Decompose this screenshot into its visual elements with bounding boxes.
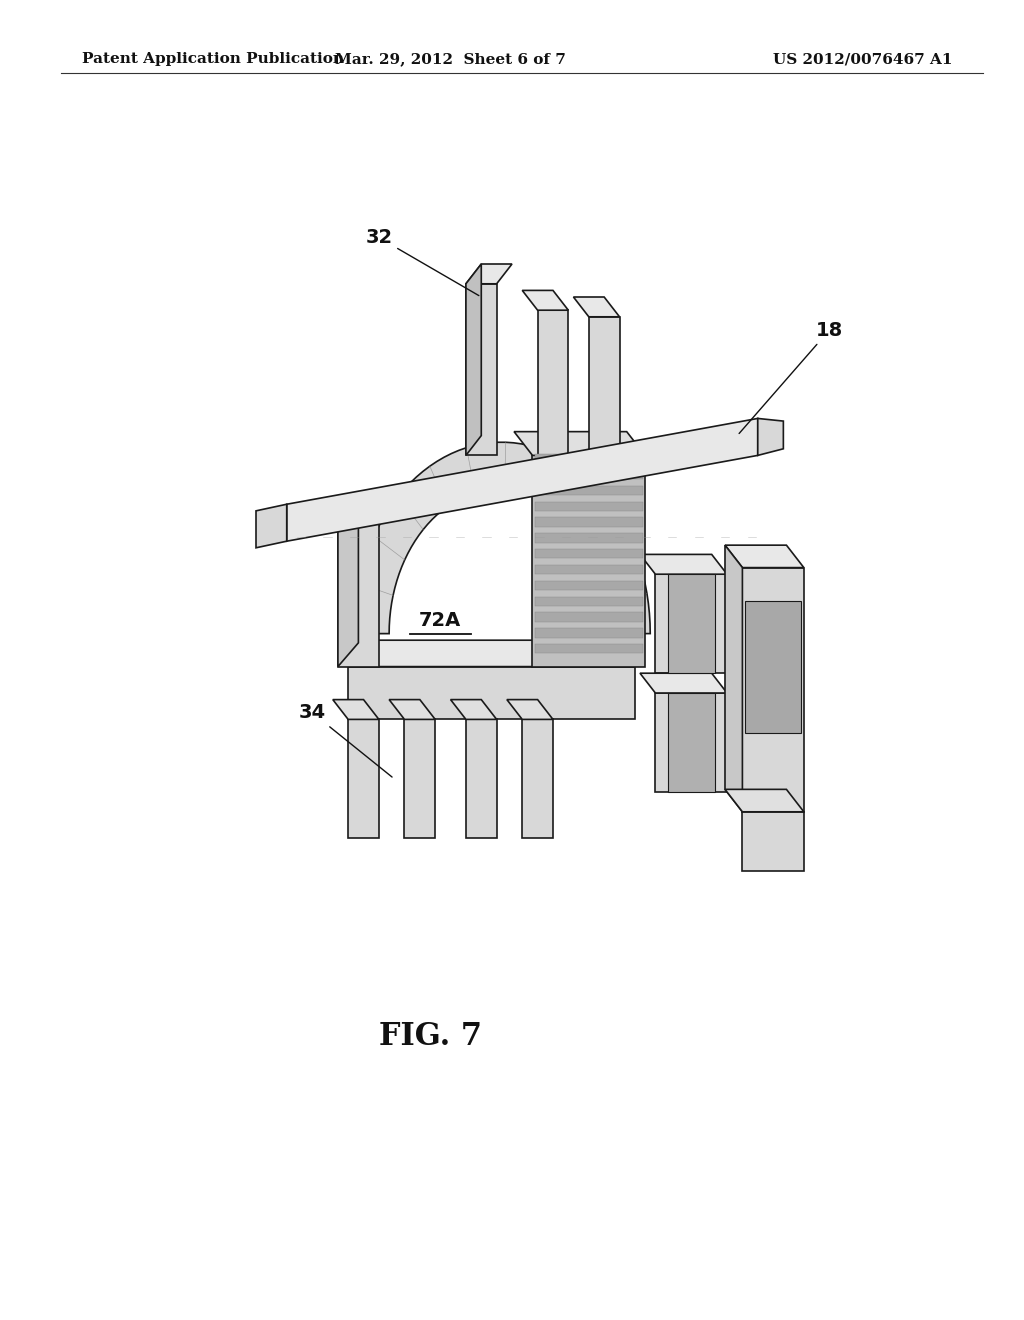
Text: US 2012/0076467 A1: US 2012/0076467 A1 — [773, 53, 952, 66]
Polygon shape — [535, 454, 643, 463]
Polygon shape — [535, 533, 643, 543]
Polygon shape — [338, 521, 379, 667]
Polygon shape — [333, 700, 379, 719]
Text: 34: 34 — [299, 704, 392, 777]
Polygon shape — [668, 693, 715, 792]
Polygon shape — [725, 789, 804, 812]
Polygon shape — [514, 432, 645, 455]
Polygon shape — [404, 719, 435, 838]
Polygon shape — [451, 700, 497, 719]
Polygon shape — [466, 284, 497, 455]
Polygon shape — [532, 455, 645, 667]
Polygon shape — [535, 612, 643, 622]
Polygon shape — [389, 700, 435, 719]
Polygon shape — [287, 418, 758, 541]
Polygon shape — [535, 517, 643, 527]
Polygon shape — [535, 644, 643, 653]
Polygon shape — [668, 574, 715, 673]
Polygon shape — [589, 317, 620, 455]
Polygon shape — [522, 719, 553, 838]
Text: 72A: 72A — [419, 611, 462, 630]
Polygon shape — [538, 310, 568, 455]
Polygon shape — [573, 297, 620, 317]
Polygon shape — [338, 498, 358, 667]
Polygon shape — [725, 545, 804, 568]
Polygon shape — [466, 719, 497, 838]
Polygon shape — [535, 628, 643, 638]
Polygon shape — [348, 640, 635, 667]
Text: 32: 32 — [366, 228, 479, 296]
Polygon shape — [348, 667, 635, 719]
Polygon shape — [655, 574, 727, 673]
Polygon shape — [348, 719, 379, 838]
Polygon shape — [338, 498, 399, 521]
Polygon shape — [535, 470, 643, 479]
Polygon shape — [758, 418, 783, 455]
Text: Mar. 29, 2012  Sheet 6 of 7: Mar. 29, 2012 Sheet 6 of 7 — [335, 53, 566, 66]
Polygon shape — [640, 673, 727, 693]
Polygon shape — [742, 568, 804, 812]
Text: Patent Application Publication: Patent Application Publication — [82, 53, 344, 66]
Polygon shape — [725, 545, 742, 812]
Polygon shape — [745, 601, 801, 733]
Polygon shape — [535, 502, 643, 511]
Polygon shape — [507, 700, 553, 719]
Polygon shape — [742, 812, 804, 871]
Polygon shape — [655, 693, 727, 792]
Polygon shape — [535, 581, 643, 590]
Polygon shape — [535, 486, 643, 495]
Polygon shape — [522, 290, 568, 310]
Text: 18: 18 — [739, 321, 843, 433]
Polygon shape — [640, 554, 727, 574]
Polygon shape — [466, 264, 512, 284]
Polygon shape — [466, 264, 481, 455]
Polygon shape — [353, 442, 650, 634]
Polygon shape — [535, 565, 643, 574]
Polygon shape — [256, 504, 287, 548]
Polygon shape — [535, 597, 643, 606]
Polygon shape — [535, 549, 643, 558]
Text: FIG. 7: FIG. 7 — [379, 1020, 481, 1052]
